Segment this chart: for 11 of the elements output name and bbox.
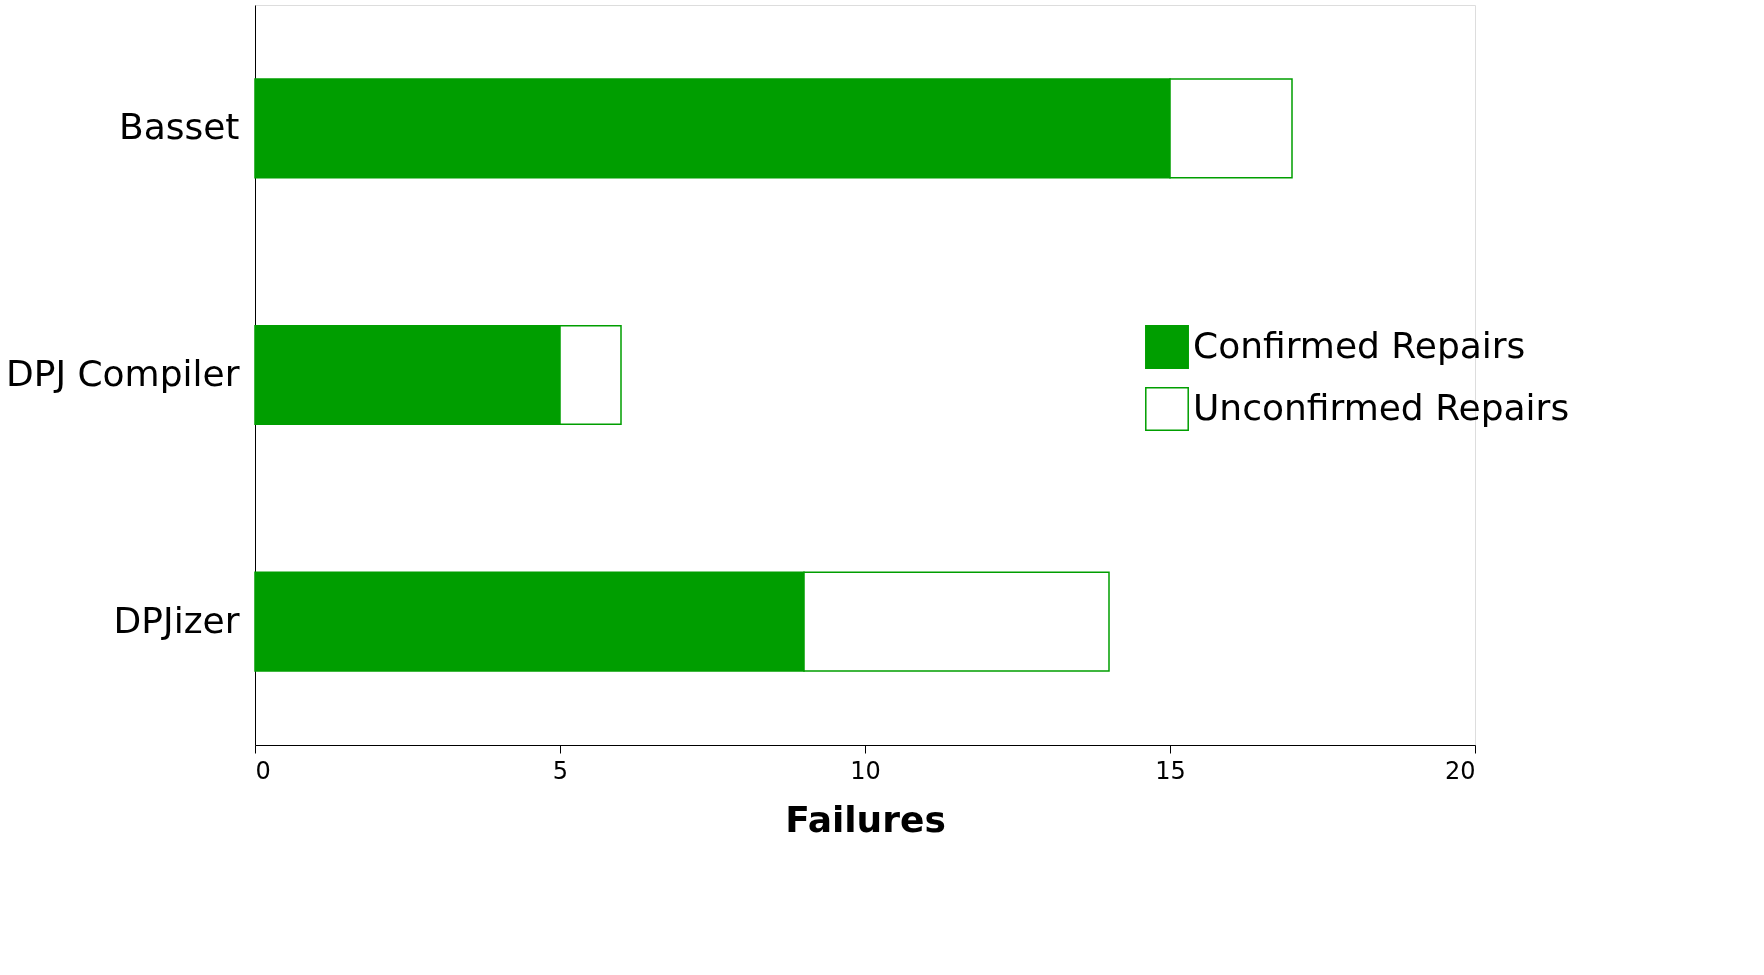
x-tick-label: 20 [1444,756,1476,785]
legend-label: Confirmed Repairs [1193,325,1526,366]
x-tick-label: 5 [552,756,569,785]
x-tick-label: 10 [850,756,881,785]
legend-label: Unconfirmed Repairs [1193,387,1570,428]
y-tick-label: DPJ Compiler [5,353,240,394]
x-axis-title: Failures [785,798,946,840]
x-tick-label: 0 [255,756,271,785]
y-tick-label: Basset [118,106,240,148]
y-tick-label: DPJizer [113,599,240,641]
x-tick-label: 15 [1155,756,1186,785]
